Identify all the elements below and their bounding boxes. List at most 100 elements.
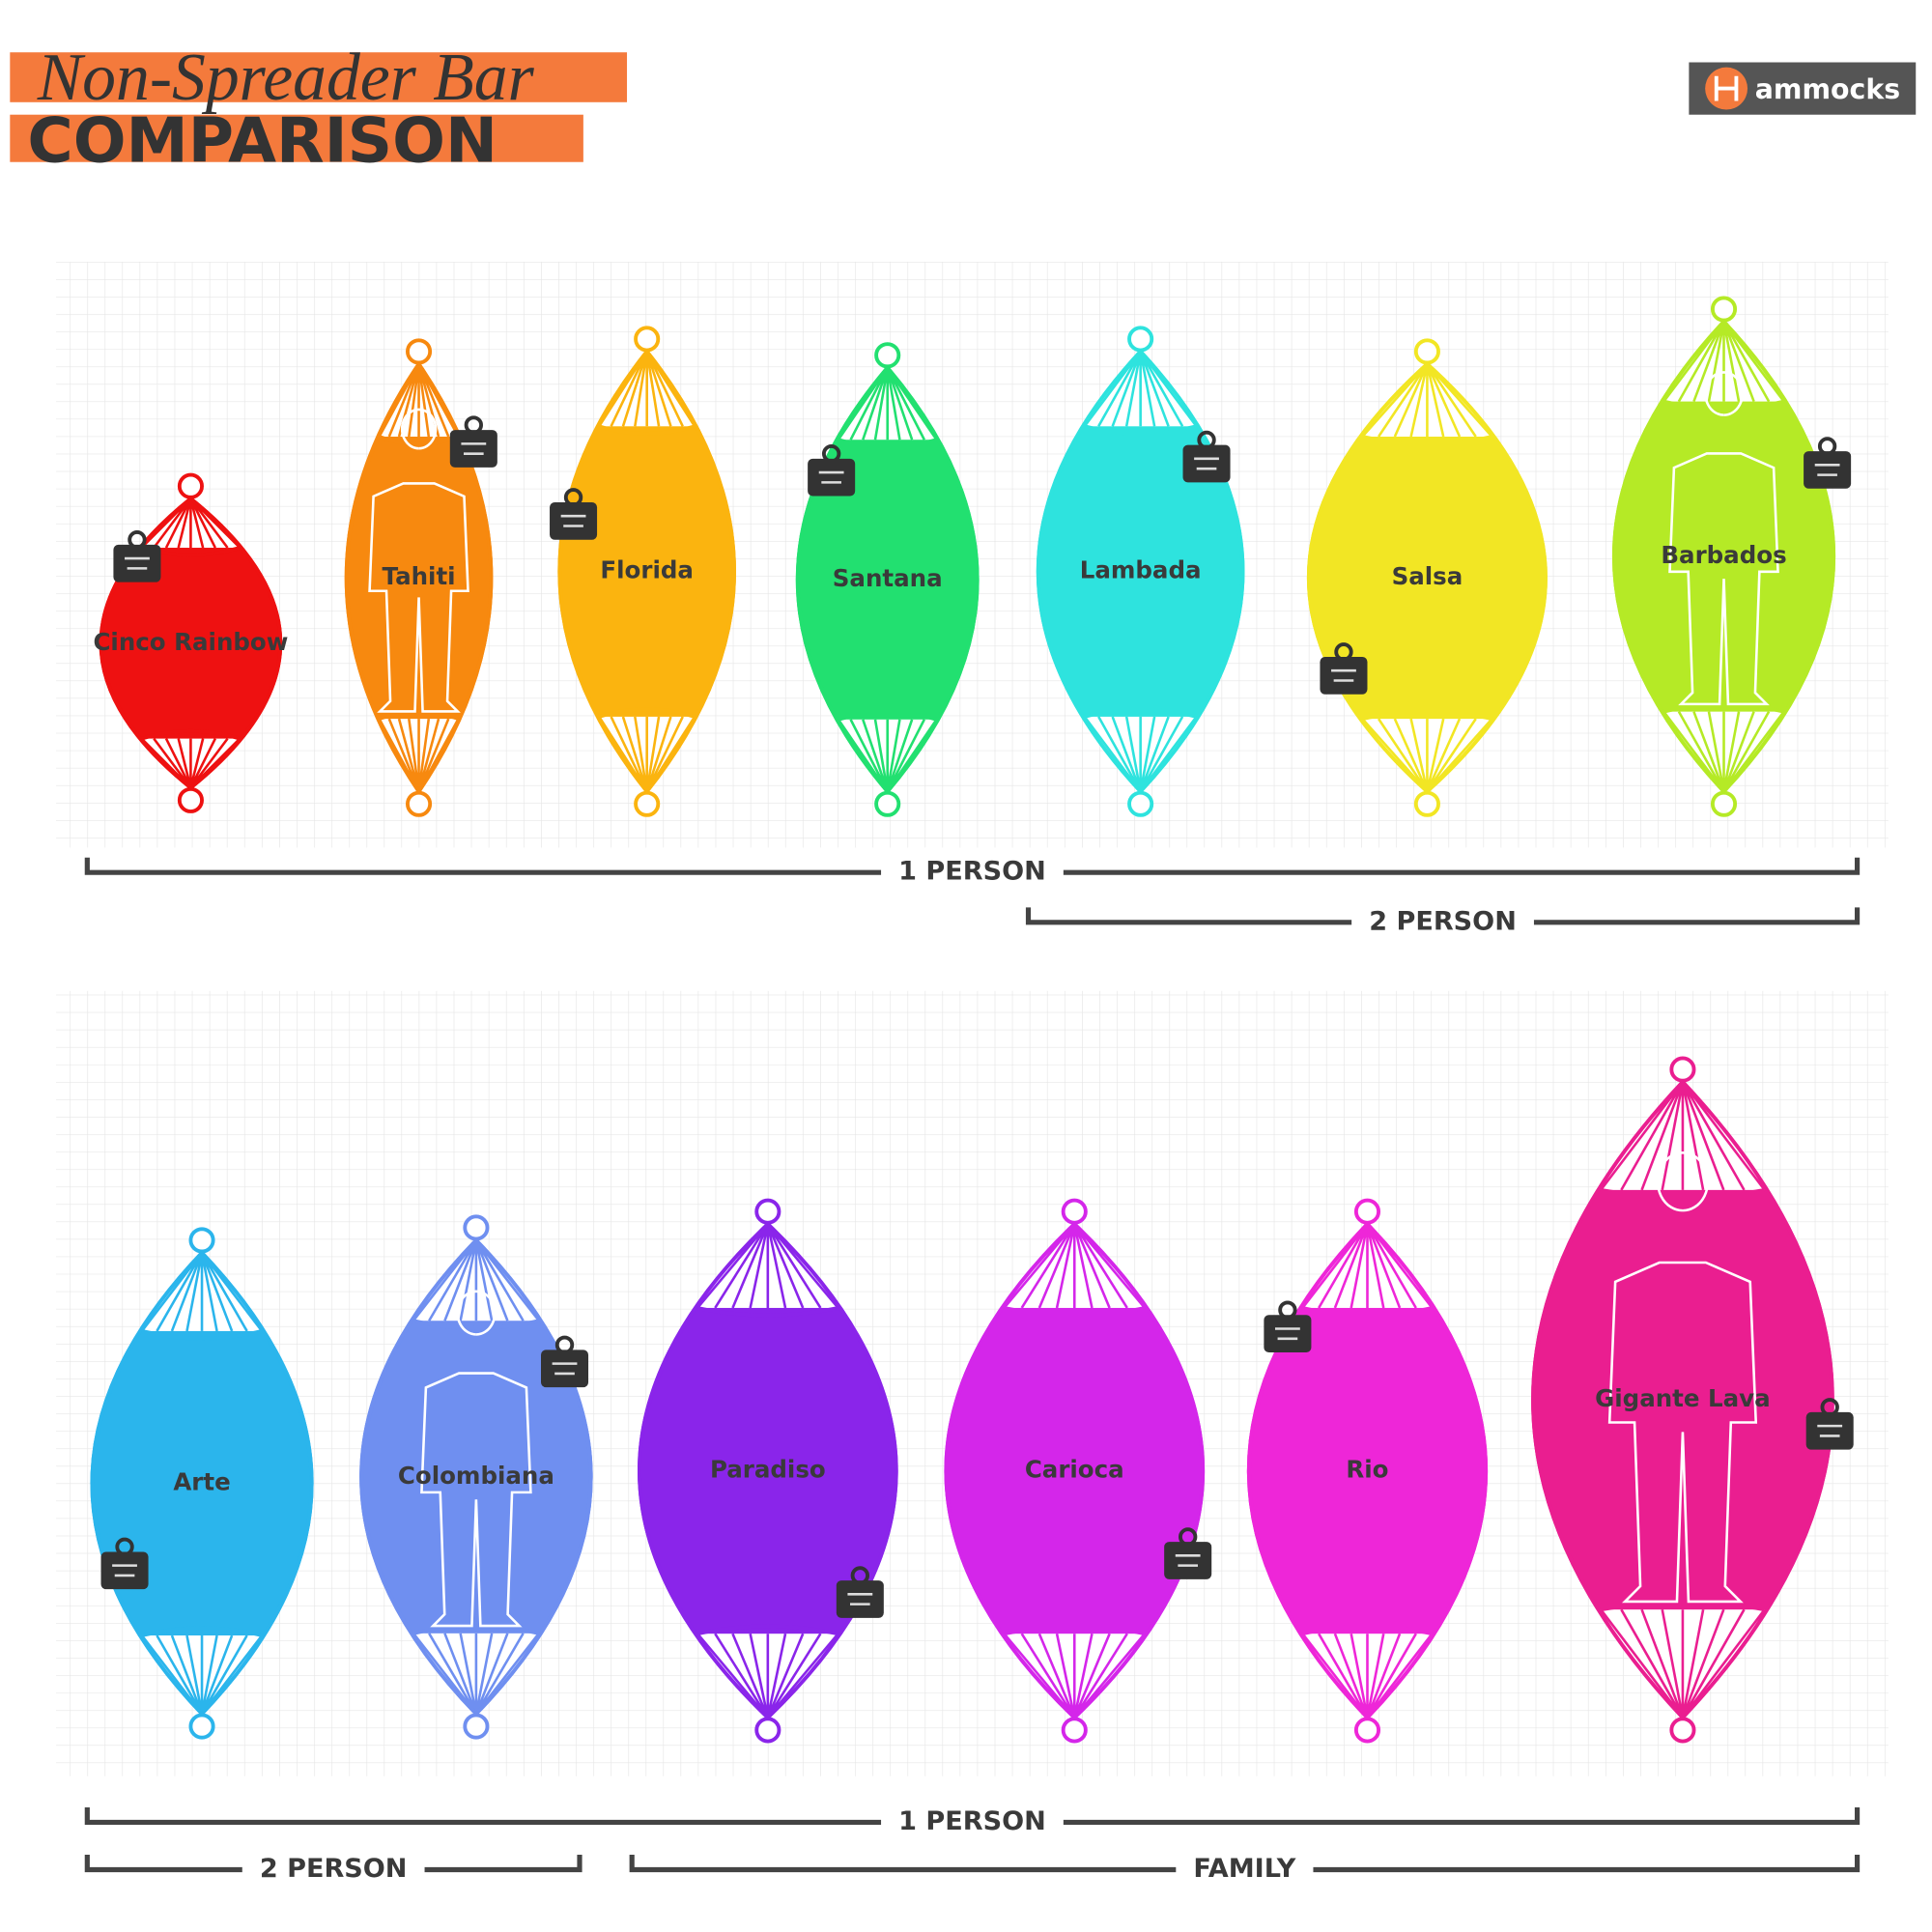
hammock-strings <box>1301 1223 1434 1719</box>
hammock-strings <box>378 363 460 792</box>
hammock-ring <box>1413 338 1440 365</box>
weight-tag-lines <box>1275 1327 1300 1341</box>
hammock-edge-band <box>1600 1187 1766 1612</box>
weight-tag-lines <box>818 470 844 484</box>
hammock-ring <box>634 790 661 817</box>
weight-tag-lines <box>552 1362 578 1376</box>
hammock-name: Salsa <box>1392 562 1463 590</box>
bracket: 1 PERSON <box>84 857 1861 887</box>
weight-tag <box>449 430 497 468</box>
bracket: FAMILY <box>629 1854 1861 1884</box>
person-silhouette <box>1668 371 1779 706</box>
hammock-edge-band <box>412 1319 540 1635</box>
hammock-name: Gigante Lava <box>1595 1384 1771 1412</box>
hammock-name: Colombiana <box>398 1462 554 1490</box>
bracket: 1 PERSON <box>84 1806 1861 1836</box>
weight-tag <box>1805 1411 1854 1450</box>
weight-tag-lines <box>1817 1424 1843 1437</box>
hammock-strings <box>1083 351 1198 793</box>
hammock: Santana <box>795 342 980 817</box>
logo-icon-h <box>1714 75 1739 101</box>
hammock-strings <box>1662 321 1785 793</box>
hammock-name: Florida <box>600 556 694 584</box>
hammock-ring <box>1669 1717 1696 1744</box>
hammock-strings <box>1003 1223 1147 1719</box>
person-silhouette <box>368 408 469 713</box>
weight-tag-lines <box>560 514 586 527</box>
hammock-ring <box>1353 1198 1381 1225</box>
hammock-ring <box>406 790 433 817</box>
weight-tag-lines <box>1175 1554 1201 1567</box>
hammock-ring <box>754 1717 781 1744</box>
hammock-edge-band <box>1084 424 1198 719</box>
header: Non-Spreader Bar COMPARISON <box>10 41 628 178</box>
hammock-strings <box>412 1239 540 1715</box>
hammock-strings <box>837 366 938 793</box>
bracket-label: 2 PERSON <box>1369 906 1517 936</box>
hammock-edge-band <box>1004 1306 1146 1636</box>
weight-tag-lines <box>1194 457 1219 470</box>
person-silhouette <box>1607 1151 1758 1604</box>
hammock-name: Lambada <box>1080 556 1202 584</box>
weight-tag <box>1182 444 1231 483</box>
hammock-name: Cinco Rainbow <box>93 628 288 656</box>
weight-tag <box>836 1580 884 1618</box>
hammock-ring <box>874 790 901 817</box>
weight-tag <box>1264 1315 1312 1352</box>
hammock-ring <box>188 1227 215 1254</box>
weight-tag-lines <box>1814 464 1840 476</box>
hammock-name: Arte <box>173 1467 230 1495</box>
hammock-ring <box>177 472 204 499</box>
hammock-edge-band <box>838 438 938 722</box>
bracket: 2 PERSON <box>84 1854 582 1884</box>
weight-tag-lines <box>1331 668 1356 682</box>
weight-tag <box>113 544 161 582</box>
hammock-edge-band <box>598 424 696 719</box>
hammock-ring <box>1710 296 1738 323</box>
weight-tag <box>808 458 856 497</box>
weight-tag <box>1804 451 1852 489</box>
weight-tag <box>100 1551 149 1590</box>
bracket-line <box>84 857 1861 875</box>
weight-tag-lines <box>112 1564 137 1577</box>
hammock-edge-band <box>1301 1306 1434 1636</box>
bracket-line <box>84 1855 582 1873</box>
title: COMPARISON <box>27 105 497 178</box>
weight-tag <box>1320 657 1368 695</box>
hammock-strings <box>140 497 242 789</box>
hammock-strings <box>696 1223 839 1719</box>
hammock-strings <box>1361 362 1493 793</box>
bracket-line <box>84 1806 1861 1826</box>
hammock-ring <box>1353 1717 1381 1744</box>
hammock-edge-band <box>1662 399 1785 714</box>
bracket-label: 1 PERSON <box>898 857 1046 887</box>
weight-tag <box>1164 1542 1212 1579</box>
bracket-label: FAMILY <box>1193 1854 1295 1884</box>
weight-tag <box>541 1350 589 1388</box>
hammock-strings <box>140 1251 264 1715</box>
hammock-ring <box>634 326 661 353</box>
bracket-label: 2 PERSON <box>260 1854 408 1884</box>
person-silhouette <box>420 1290 532 1628</box>
hammock-ring <box>463 1214 490 1241</box>
hammock-name: Paradiso <box>710 1456 826 1484</box>
bracket-line <box>1025 907 1861 925</box>
weight-tag-lines <box>847 1593 873 1605</box>
hammock-ring <box>874 342 901 369</box>
hammock-edge-band <box>141 1329 263 1637</box>
hammock-ring <box>1669 1056 1696 1083</box>
bracket: 2 PERSON <box>1025 906 1861 936</box>
hammock-ring <box>463 1713 490 1740</box>
hammock-ring <box>188 1713 215 1740</box>
weight-tag-lines <box>461 442 487 455</box>
hammock-edge-band <box>1361 435 1492 722</box>
title-band <box>10 52 628 102</box>
hammock-ring <box>1710 790 1738 817</box>
hammock-ring <box>1127 790 1154 817</box>
logo-name: ammocks <box>1755 73 1900 105</box>
hammock-ring <box>406 338 433 365</box>
hammock-ring <box>1127 326 1154 353</box>
script-title: Non-Spreader Bar <box>37 41 535 115</box>
